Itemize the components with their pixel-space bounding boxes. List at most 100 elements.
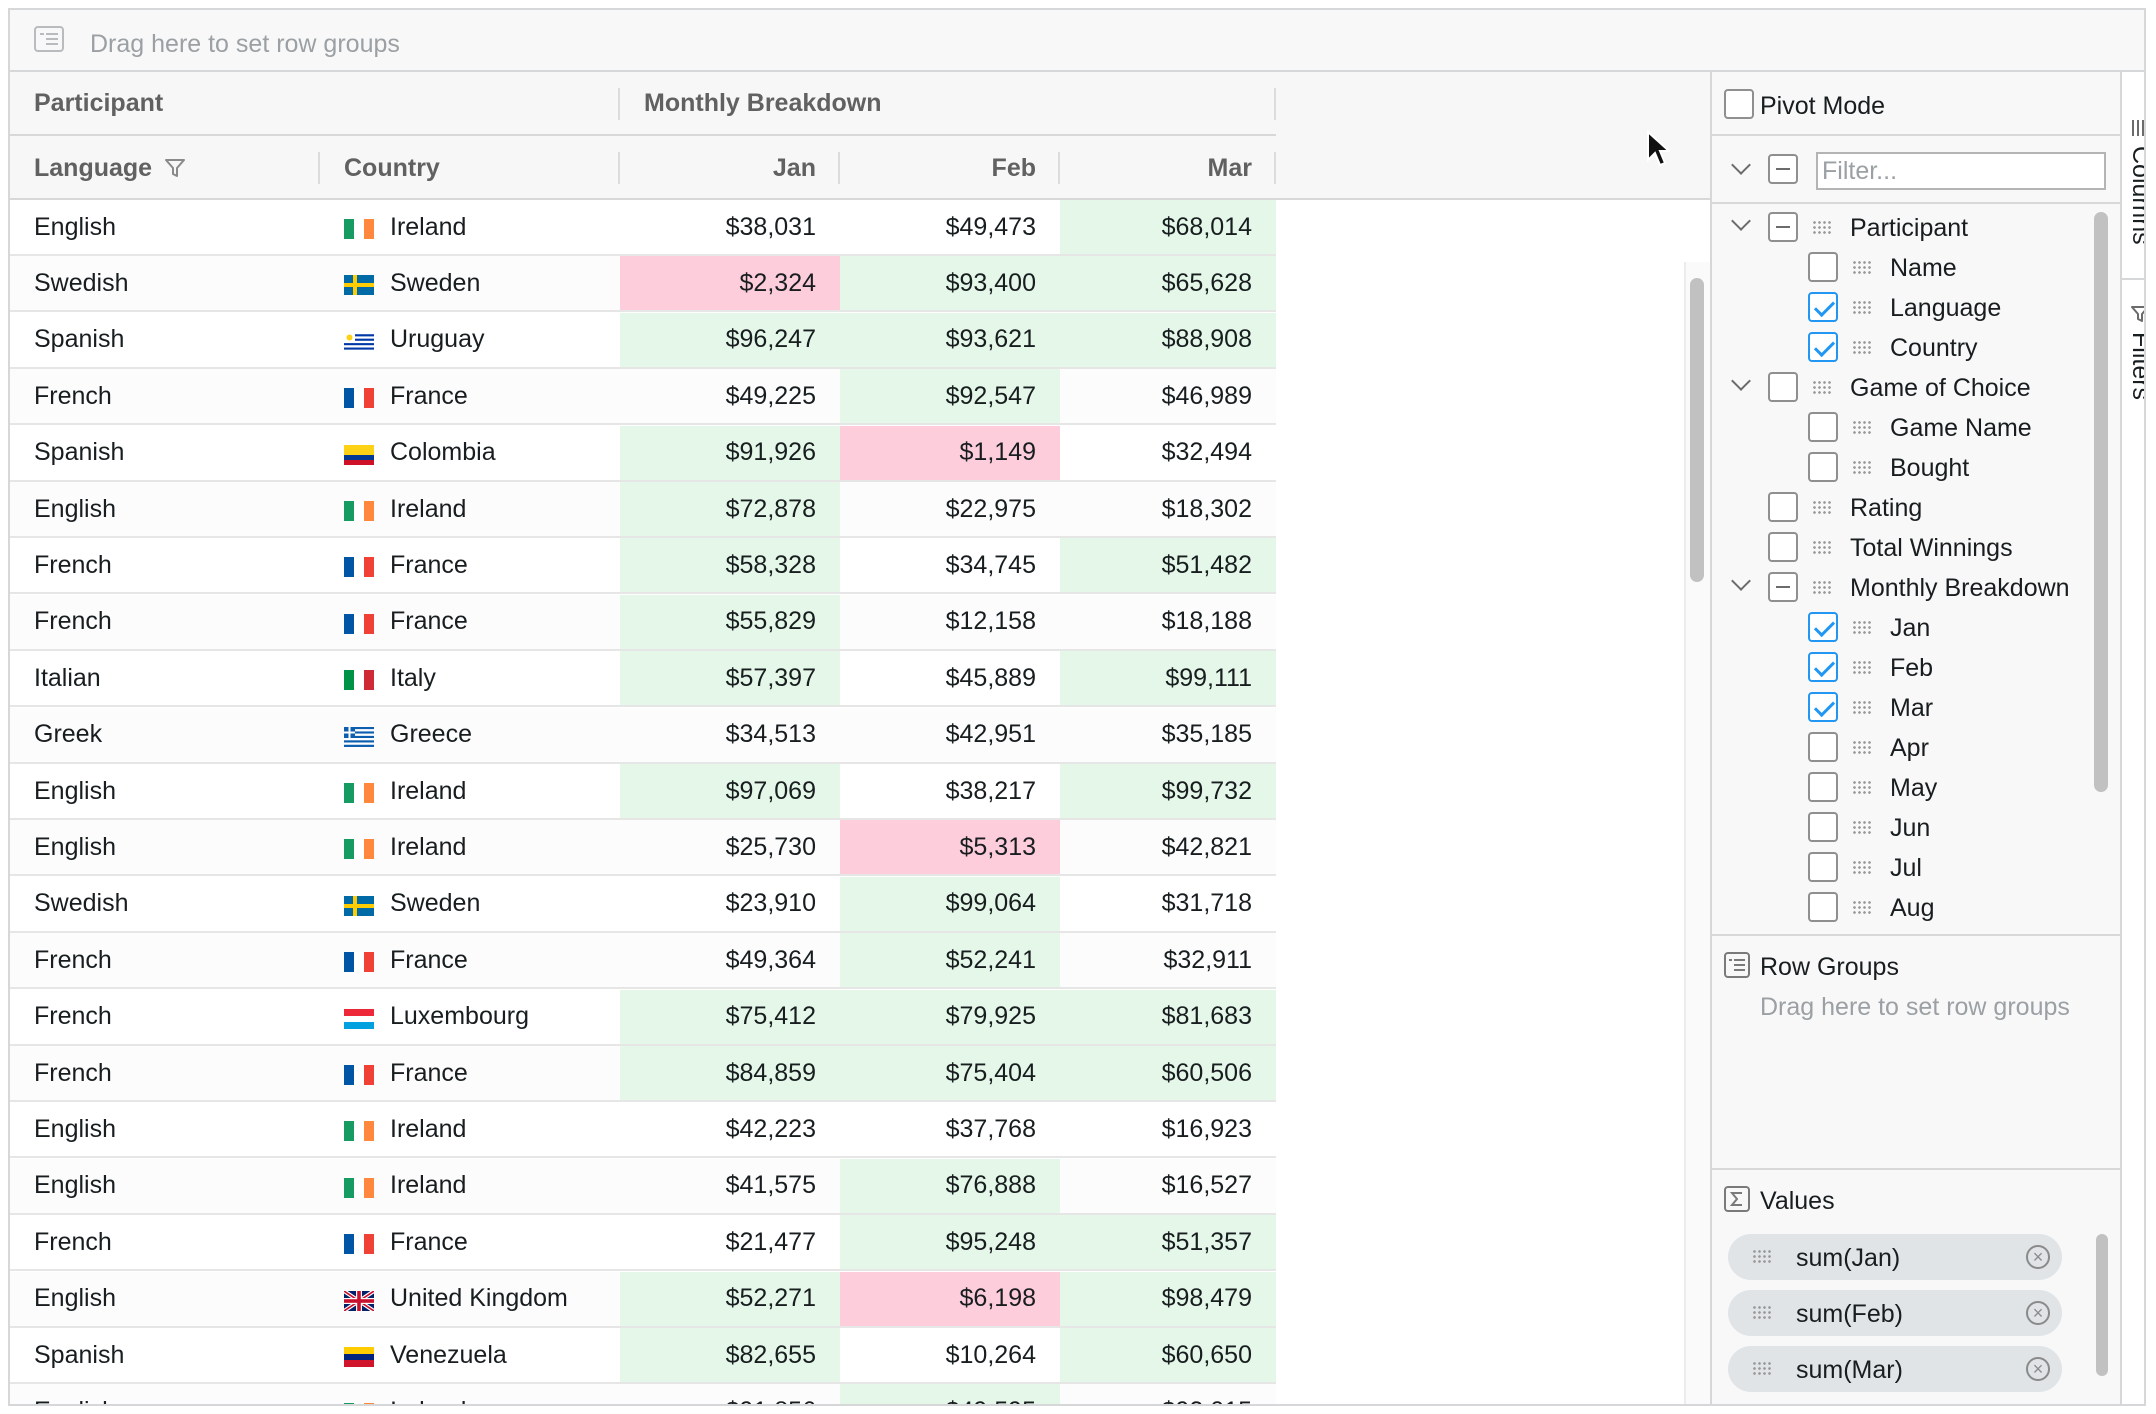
column-item-jul[interactable]: Jul	[1712, 848, 2120, 888]
drag-handle-icon[interactable]	[1852, 860, 1872, 876]
cell-mar[interactable]: $99,111	[1060, 651, 1276, 706]
drag-handle-icon[interactable]	[1852, 620, 1872, 636]
cell-language[interactable]: French	[10, 1046, 320, 1100]
cell-jan[interactable]: $52,271	[620, 1271, 840, 1326]
header-jan[interactable]: Jan	[620, 136, 840, 200]
cell-feb[interactable]: $1,149	[840, 425, 1060, 480]
drag-handle-icon[interactable]	[1752, 1249, 1772, 1265]
drag-handle-icon[interactable]	[1852, 820, 1872, 836]
cell-feb[interactable]: $37,768	[840, 1102, 1060, 1156]
cell-country[interactable]: Ireland	[320, 482, 620, 536]
column-checkbox[interactable]	[1808, 332, 1838, 362]
remove-icon[interactable]: ×	[2026, 1301, 2050, 1325]
cell-jan[interactable]: $2,324	[620, 256, 840, 311]
cell-jan[interactable]: $38,031	[620, 200, 840, 254]
column-item-total-winnings[interactable]: Total Winnings	[1712, 528, 2120, 568]
cell-jan[interactable]: $96,247	[620, 312, 840, 367]
header-mar[interactable]: Mar	[1060, 136, 1276, 200]
table-row[interactable]: English United Kingdom $52,271 $6,198 $98,4…	[10, 1271, 1276, 1328]
cell-mar[interactable]: $51,357	[1060, 1215, 1276, 1270]
cell-jan[interactable]: $23,910	[620, 877, 840, 931]
cell-country[interactable]: Ireland	[320, 764, 620, 818]
select-all-checkbox[interactable]	[1768, 154, 1798, 184]
table-row[interactable]: English Ireland $91,856 $49,595 $92,015	[10, 1384, 1276, 1404]
cell-feb[interactable]: $34,745	[840, 538, 1060, 592]
cell-language[interactable]: English	[10, 1159, 320, 1213]
column-checkbox[interactable]	[1808, 612, 1838, 642]
table-row[interactable]: Greek Greece $34,513 $42,951 $35,185	[10, 707, 1276, 764]
cell-mar[interactable]: $32,494	[1060, 426, 1276, 480]
table-row[interactable]: French France $55,829 $12,158 $18,188	[10, 594, 1276, 651]
cell-feb[interactable]: $6,198	[840, 1271, 1060, 1326]
cell-language[interactable]: English	[10, 1384, 320, 1404]
cell-country[interactable]: France	[320, 538, 620, 592]
cell-language[interactable]: English	[10, 482, 320, 536]
cell-country[interactable]: France	[320, 369, 620, 423]
values-scrollbar[interactable]	[2096, 1234, 2108, 1376]
cell-feb[interactable]: $5,313	[840, 820, 1060, 875]
cell-country[interactable]: Greece	[320, 708, 620, 762]
cell-country[interactable]: Ireland	[320, 1159, 620, 1213]
value-pill[interactable]: sum(Feb) ×	[1728, 1290, 2062, 1336]
drag-handle-icon[interactable]	[1852, 740, 1872, 756]
table-row[interactable]: English Ireland $72,878 $22,975 $18,302	[10, 482, 1276, 538]
chevron-down-icon[interactable]	[1731, 155, 1751, 175]
cell-jan[interactable]: $25,730	[620, 820, 840, 874]
cell-language[interactable]: French	[10, 369, 320, 423]
tab-columns[interactable]: Columns	[2122, 72, 2144, 280]
cell-mar[interactable]: $35,185	[1060, 708, 1276, 762]
cell-mar[interactable]: $99,732	[1060, 764, 1276, 818]
cell-feb[interactable]: $45,889	[840, 651, 1060, 705]
value-pill[interactable]: sum(Mar) ×	[1728, 1346, 2062, 1392]
table-row[interactable]: French France $21,477 $95,248 $51,357	[10, 1215, 1276, 1272]
header-group-participant[interactable]: Participant	[34, 72, 620, 134]
column-checkbox[interactable]	[1808, 452, 1838, 482]
cell-jan[interactable]: $34,513	[620, 708, 840, 762]
cell-jan[interactable]: $21,477	[620, 1215, 840, 1269]
cell-mar[interactable]: $51,482	[1060, 538, 1276, 593]
cell-jan[interactable]: $42,223	[620, 1102, 840, 1156]
cell-country[interactable]: Luxembourg	[320, 990, 620, 1044]
column-checkbox[interactable]	[1768, 212, 1798, 242]
cell-feb[interactable]: $42,951	[840, 708, 1060, 762]
cell-feb[interactable]: $49,473	[840, 200, 1060, 254]
column-checkbox[interactable]	[1768, 532, 1798, 562]
cell-feb[interactable]: $99,064	[840, 876, 1060, 931]
column-checkbox[interactable]	[1808, 412, 1838, 442]
cell-jan[interactable]: $49,364	[620, 933, 840, 987]
cell-language[interactable]: Swedish	[10, 256, 320, 310]
chevron-down-icon[interactable]	[1731, 371, 1751, 391]
cell-feb[interactable]: $52,241	[840, 933, 1060, 988]
cell-mar[interactable]: $16,527	[1060, 1159, 1276, 1213]
vertical-scrollbar-thumb[interactable]	[1690, 278, 1704, 582]
cell-country[interactable]: France	[320, 595, 620, 649]
cell-country[interactable]: Colombia	[320, 426, 620, 480]
cell-country[interactable]: Italy	[320, 651, 620, 705]
drag-handle-icon[interactable]	[1852, 300, 1872, 316]
column-item-game-of-choice[interactable]: Game of Choice	[1712, 368, 2120, 408]
cell-language[interactable]: English	[10, 820, 320, 874]
cell-mar[interactable]: $31,718	[1060, 877, 1276, 931]
column-checkbox[interactable]	[1768, 372, 1798, 402]
cell-jan[interactable]: $49,225	[620, 369, 840, 423]
column-item-language[interactable]: Language	[1712, 288, 2120, 328]
column-item-country[interactable]: Country	[1712, 328, 2120, 368]
cell-feb[interactable]: $75,404	[840, 1046, 1060, 1100]
cell-mar[interactable]: $92,015	[1060, 1384, 1276, 1404]
cell-country[interactable]: Sweden	[320, 877, 620, 931]
column-item-aug[interactable]: Aug	[1712, 888, 2120, 928]
cell-mar[interactable]: $60,506	[1060, 1046, 1276, 1100]
column-list-scrollbar[interactable]	[2094, 212, 2108, 792]
table-row[interactable]: French France $58,328 $34,745 $51,482	[10, 538, 1276, 595]
cell-language[interactable]: French	[10, 933, 320, 987]
cell-jan[interactable]: $58,328	[620, 538, 840, 593]
chevron-down-icon[interactable]	[1731, 211, 1751, 231]
column-filter-input[interactable]	[1816, 152, 2106, 190]
drag-handle-icon[interactable]	[1852, 700, 1872, 716]
cell-country[interactable]: Uruguay	[320, 313, 620, 367]
table-row[interactable]: English Ireland $41,575 $76,888 $16,527	[10, 1158, 1276, 1215]
table-row[interactable]: Spanish Venezuela $82,655 $10,264 $60,650	[10, 1328, 1276, 1384]
cell-mar[interactable]: $42,821	[1060, 820, 1276, 874]
column-item-jan[interactable]: Jan	[1712, 608, 2120, 648]
header-feb[interactable]: Feb	[840, 136, 1060, 200]
